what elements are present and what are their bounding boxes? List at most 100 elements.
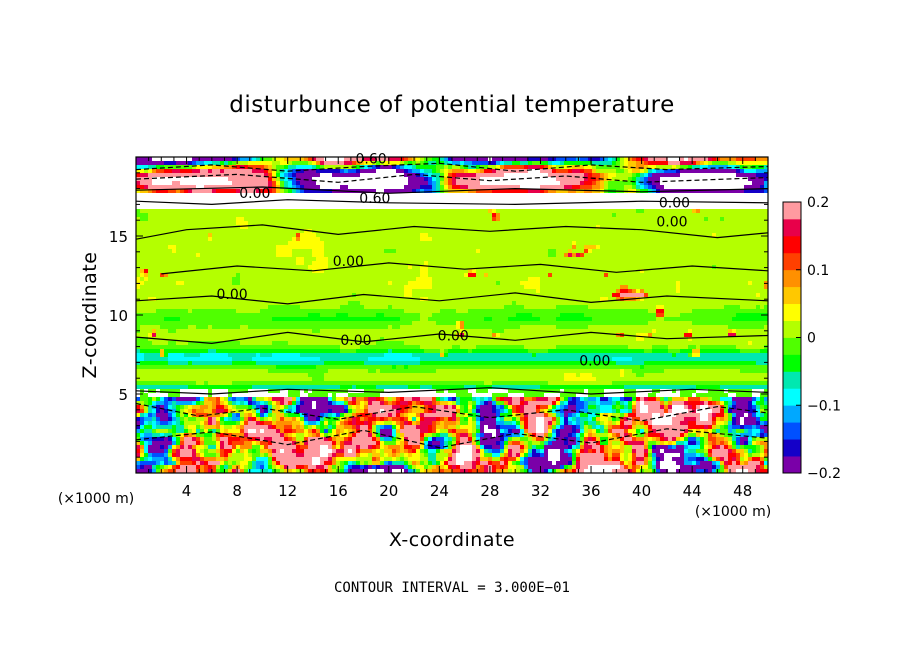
field-cell <box>724 437 728 441</box>
colorbar-swatch <box>783 422 801 440</box>
field-cell <box>136 213 148 217</box>
field-cell <box>752 453 760 457</box>
field-cell <box>676 461 684 465</box>
field-cell <box>168 393 180 397</box>
field-cell <box>664 405 668 409</box>
field-cell <box>624 157 628 161</box>
field-cell <box>536 417 544 421</box>
colorbar: 0.20.10−0.1−0.2 <box>782 195 841 482</box>
field-cell <box>136 373 308 377</box>
field-cell <box>632 445 644 449</box>
field-cell <box>708 161 712 165</box>
field-cell <box>340 461 344 465</box>
field-cell <box>344 397 348 401</box>
field-cell <box>644 181 648 185</box>
field-cell <box>464 413 468 417</box>
field-cell <box>556 317 592 321</box>
field-cell <box>624 185 632 189</box>
field-cell <box>308 413 320 417</box>
field-cell <box>244 429 248 433</box>
field-cell <box>500 433 504 437</box>
field-cell <box>492 333 496 337</box>
field-cell <box>372 413 376 417</box>
field-cell <box>360 417 364 421</box>
field-cell <box>348 169 356 173</box>
field-cell <box>672 445 676 449</box>
field-cell <box>652 413 660 417</box>
field-cell <box>384 461 388 465</box>
field-cell <box>680 289 768 293</box>
field-cell <box>764 177 768 181</box>
field-cell <box>644 297 768 301</box>
field-cell <box>488 389 508 393</box>
field-cell <box>140 217 148 221</box>
field-cell <box>500 213 612 217</box>
field-cell <box>232 409 236 413</box>
field-cell <box>204 441 216 445</box>
field-cell <box>752 165 764 169</box>
field-cell <box>284 429 292 433</box>
field-cell <box>252 461 256 465</box>
field-cell <box>712 441 716 445</box>
field-cell <box>472 449 476 453</box>
field-cell <box>628 441 644 445</box>
field-cell <box>644 157 648 161</box>
field-cell <box>300 389 304 393</box>
field-cell <box>484 417 496 421</box>
field-cell <box>136 165 148 169</box>
field-cell <box>432 397 436 401</box>
field-cell <box>648 409 664 413</box>
field-cell <box>404 397 412 401</box>
contour-line <box>136 224 768 240</box>
field-cell <box>752 181 764 185</box>
field-cell <box>224 405 228 409</box>
field-cell <box>300 397 328 401</box>
field-cell <box>636 289 640 293</box>
field-cell <box>636 421 640 425</box>
field-cell <box>344 437 348 441</box>
field-cell <box>252 449 256 453</box>
field-cell <box>512 433 520 437</box>
field-cell <box>700 397 708 401</box>
field-cell <box>584 165 592 169</box>
field-cell <box>732 449 736 453</box>
field-cell <box>304 465 308 469</box>
field-cell <box>680 421 688 425</box>
field-cell <box>448 429 452 433</box>
field-cell <box>728 421 732 425</box>
field-cell <box>456 393 472 397</box>
field-cell <box>572 453 576 457</box>
field-cell <box>264 429 276 433</box>
field-cell <box>372 165 376 169</box>
field-cell <box>524 457 528 461</box>
field-cell <box>372 421 376 425</box>
field-cell <box>636 413 652 417</box>
field-cell <box>500 465 504 469</box>
field-cell <box>336 413 340 417</box>
field-cell <box>412 417 416 421</box>
field-cell <box>620 437 624 441</box>
field-cell <box>548 457 560 461</box>
field-cell <box>140 465 144 469</box>
field-cell <box>444 425 448 429</box>
field-cell <box>500 165 504 169</box>
field-cell <box>224 445 232 449</box>
field-cell <box>736 173 756 177</box>
field-cell <box>460 409 464 413</box>
field-cell <box>680 281 748 285</box>
field-cell <box>376 417 380 421</box>
field-cell <box>240 401 244 405</box>
field-cell <box>756 421 760 425</box>
field-cell <box>152 433 160 437</box>
field-cell <box>456 453 472 457</box>
field-cell <box>332 441 336 445</box>
field-cell <box>328 393 332 397</box>
field-cell <box>556 305 588 309</box>
field-cell <box>200 421 204 425</box>
field-cell <box>200 353 228 357</box>
field-cell <box>296 237 300 241</box>
field-cell <box>220 397 224 401</box>
field-cell <box>512 405 516 409</box>
field-cell <box>688 445 700 449</box>
field-cell <box>180 389 208 393</box>
